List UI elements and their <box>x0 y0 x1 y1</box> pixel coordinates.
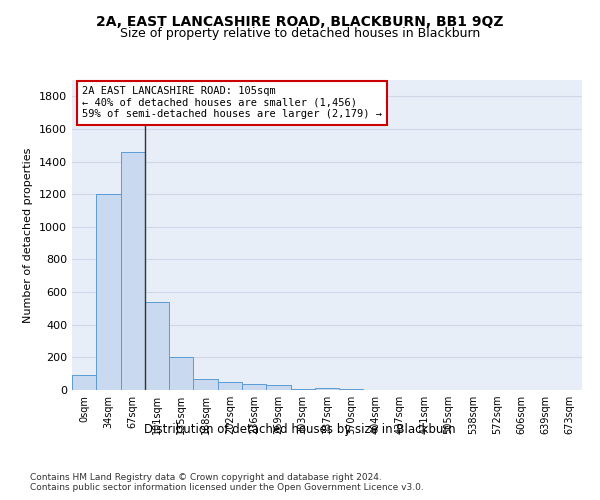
Bar <box>242 384 266 390</box>
Text: Contains public sector information licensed under the Open Government Licence v3: Contains public sector information licen… <box>30 484 424 492</box>
Bar <box>193 380 218 390</box>
Y-axis label: Number of detached properties: Number of detached properties <box>23 148 34 322</box>
Text: 2A EAST LANCASHIRE ROAD: 105sqm
← 40% of detached houses are smaller (1,456)
59%: 2A EAST LANCASHIRE ROAD: 105sqm ← 40% of… <box>82 86 382 120</box>
Text: Size of property relative to detached houses in Blackburn: Size of property relative to detached ho… <box>120 28 480 40</box>
Text: Contains HM Land Registry data © Crown copyright and database right 2024.: Contains HM Land Registry data © Crown c… <box>30 472 382 482</box>
Bar <box>169 356 193 390</box>
Bar <box>145 302 169 390</box>
Bar <box>290 388 315 390</box>
Bar <box>121 152 145 390</box>
Bar <box>339 389 364 390</box>
Bar <box>266 386 290 390</box>
Bar <box>96 194 121 390</box>
Text: 2A, EAST LANCASHIRE ROAD, BLACKBURN, BB1 9QZ: 2A, EAST LANCASHIRE ROAD, BLACKBURN, BB1… <box>96 15 504 29</box>
Bar <box>315 388 339 390</box>
Text: Distribution of detached houses by size in Blackburn: Distribution of detached houses by size … <box>144 422 456 436</box>
Bar <box>72 376 96 390</box>
Bar <box>218 382 242 390</box>
